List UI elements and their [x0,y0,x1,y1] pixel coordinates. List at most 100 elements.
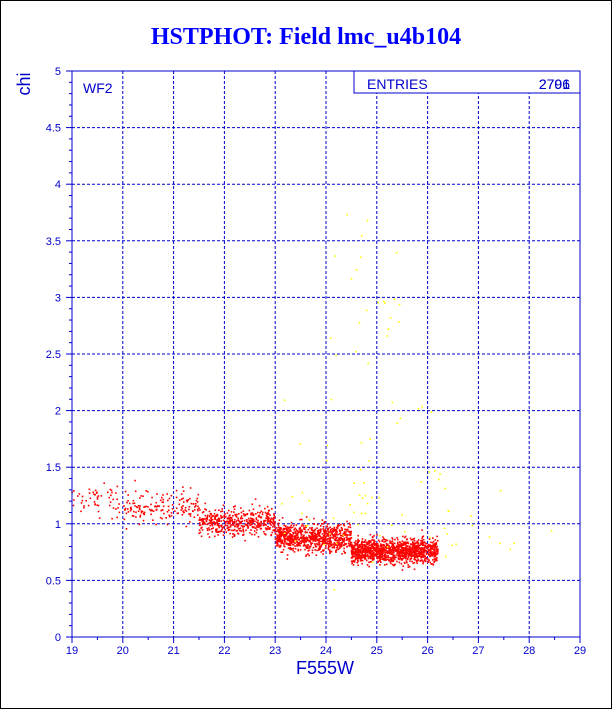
data-point [291,526,294,529]
data-point [315,545,318,548]
data-point [359,552,362,554]
data-point [220,517,222,519]
data-point [127,494,129,496]
data-point [179,499,181,501]
data-point [405,541,407,543]
data-point [400,562,403,565]
data-point [437,478,440,481]
data-point [213,517,216,520]
data-point [235,530,238,532]
data-point [277,535,279,537]
data-point [273,529,276,531]
data-point [437,552,439,555]
data-point [258,504,261,507]
y-tick-label: 0 [55,632,61,644]
stats-box-border [353,70,581,94]
data-point [270,534,273,536]
data-point [265,533,267,536]
data-point [304,548,306,551]
data-point [344,532,346,534]
data-point [401,543,403,546]
data-point [139,514,142,517]
data-point [378,496,380,499]
data-point [142,513,145,515]
data-point [290,524,293,527]
data-point [171,508,174,510]
data-point [366,219,369,222]
data-point [292,547,295,550]
data-point [303,527,305,529]
data-point [407,542,410,545]
data-point [225,524,227,526]
data-point [213,513,216,515]
data-point [375,551,378,553]
data-point [401,569,404,571]
data-point [313,530,316,532]
data-point [420,541,423,544]
data-point [421,406,424,408]
data-point [110,489,113,492]
data-point [279,537,282,540]
data-point [365,547,368,550]
data-point [289,548,291,550]
data-point [170,512,173,514]
data-point [269,518,272,521]
data-point [329,545,331,548]
data-point [368,561,370,564]
data-point [320,551,322,553]
data-point [316,549,318,552]
data-point [299,545,301,547]
data-point [83,505,85,507]
y-tick-label: 4 [55,179,61,191]
data-point [421,529,423,531]
data-point [211,521,214,524]
data-point [361,552,363,555]
data-point [488,536,491,538]
data-point [197,509,199,512]
data-point [334,255,337,257]
data-point [389,561,391,563]
data-point [291,541,293,544]
data-point [413,561,416,564]
data-point [361,538,364,540]
data-point [386,539,389,542]
data-point [322,523,324,525]
data-point [358,555,360,557]
data-point [384,554,387,556]
data-point [307,544,309,546]
data-point [436,556,438,559]
data-point [378,540,381,543]
data-point [166,493,168,495]
data-point [423,551,425,554]
data-point [392,556,395,559]
data-point [362,554,364,556]
data-point [155,501,157,504]
data-point [354,549,357,552]
data-point [420,549,422,551]
data-point [311,542,314,545]
data-point [396,542,399,545]
data-point [314,532,317,535]
data-point [240,521,242,523]
data-point [422,560,424,562]
data-point [268,519,270,522]
data-point [227,517,230,520]
data-point [405,545,408,547]
data-point [267,526,269,528]
data-point [390,558,392,560]
data-point [308,554,310,557]
data-point [223,514,225,517]
data-point [436,559,438,562]
data-point [374,555,376,557]
data-point [220,530,223,532]
data-point [321,533,324,535]
data-point [433,554,435,556]
data-point [361,543,363,546]
data-point [434,470,436,472]
data-point [329,534,332,536]
data-point [236,513,238,516]
data-point [326,459,328,462]
data-point [414,546,416,549]
data-point [182,510,184,512]
data-point [285,535,287,538]
